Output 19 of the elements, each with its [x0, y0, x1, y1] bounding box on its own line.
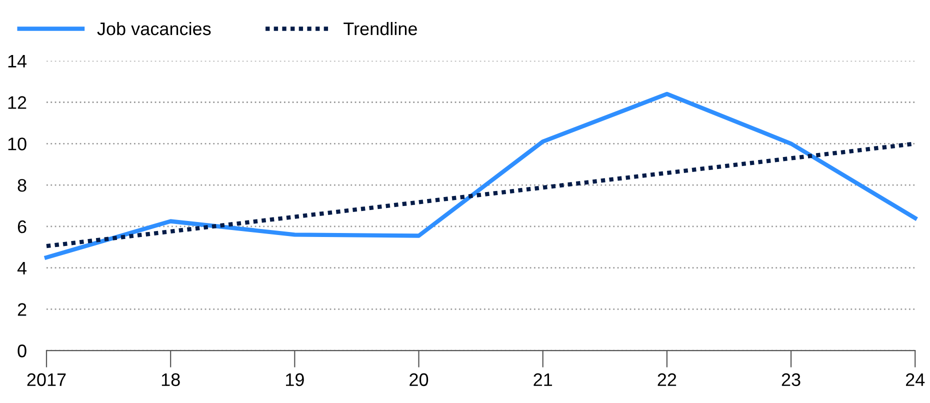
x-tick-label: 23: [782, 373, 800, 386]
line-series: [44, 92, 918, 260]
y-tick-label: 2: [18, 303, 26, 316]
x-tick-label: 24: [906, 373, 925, 386]
y-tick-label: 0: [18, 344, 26, 358]
y-tick-label: 12: [8, 96, 26, 109]
x-tick-label: 20: [410, 373, 428, 386]
y-tick-label: 6: [18, 220, 26, 234]
legend-label: Job vacancies: [97, 22, 211, 36]
legend-label: Trendline: [344, 22, 417, 36]
y-tick-label: 4: [17, 262, 27, 274]
y-tick-label: 10: [8, 138, 26, 150]
x-tick-label: 19: [286, 373, 304, 386]
x-tick-label: 18: [162, 373, 180, 386]
x-tick-label: 21: [534, 373, 552, 386]
x-tick-label: 2017: [27, 373, 66, 386]
y-tick-label: 14: [8, 54, 27, 68]
y-tick-label: 8: [18, 178, 26, 192]
x-tick-label: 22: [658, 373, 676, 386]
